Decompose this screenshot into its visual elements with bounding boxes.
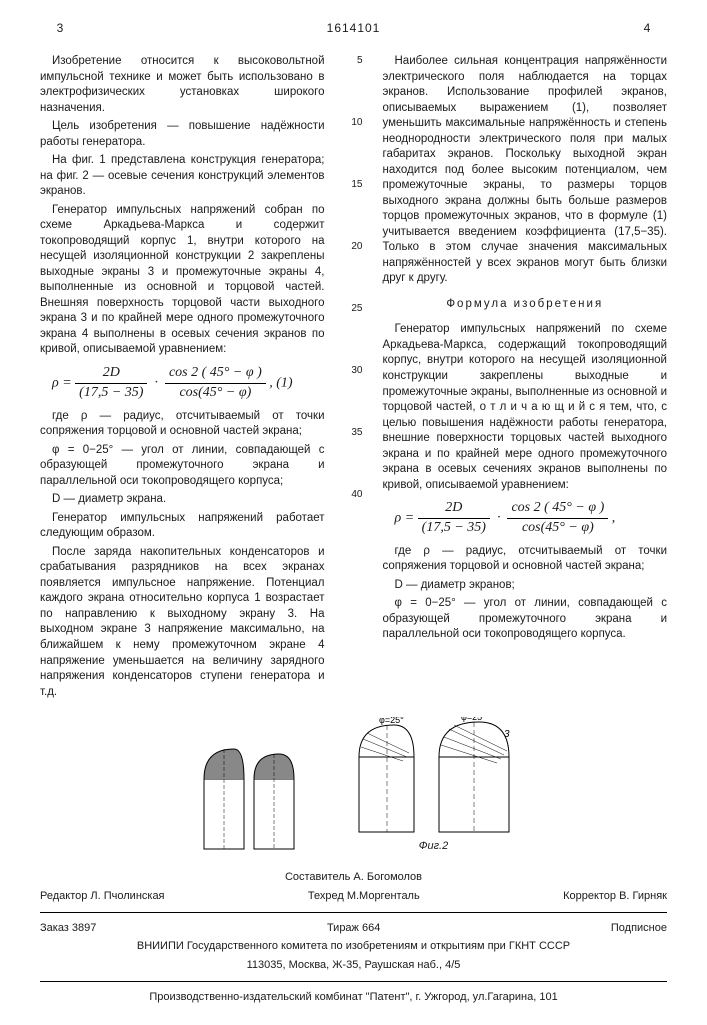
paragraph: На фиг. 1 представлена конструкция генер…	[40, 153, 325, 200]
printer: Производственно-издательский комбинат "П…	[40, 990, 667, 1005]
paragraph: φ = 0−25° — угол от линии, совпадающей с…	[383, 596, 668, 643]
org-name: ВНИИПИ Государственного комитета по изоб…	[40, 939, 667, 954]
page-number-right: 4	[627, 20, 667, 36]
credits-block: Составитель А. Богомолов Редактор Л. Пчо…	[40, 870, 667, 1005]
left-column: Изобретение относится к высоковольтной и…	[40, 54, 325, 703]
figure-2-area: φ=25° φ=25° 3 Фиг.2	[40, 717, 667, 854]
figure-left-shape	[189, 744, 309, 854]
figure-right-shape: φ=25° φ=25° 3 Фиг.2	[349, 717, 519, 854]
right-column: Наиболее сильная концентрация напряжённо…	[383, 54, 668, 703]
formula-1: ρ = 2D (17,5 − 35) · cos 2 ( 45° − φ ) c…	[52, 364, 325, 403]
line-number-gutter: 5 10 15 20 25 30 35 40	[345, 54, 363, 703]
paragraph: Генератор импульсных напряжений работает…	[40, 511, 325, 542]
paragraph: Генератор импульсных напряжений по схеме…	[383, 322, 668, 493]
paragraph: Цель изобретения — повышение надёжности …	[40, 119, 325, 150]
page-number-left: 3	[40, 20, 80, 36]
podpisnoe: Подписное	[611, 921, 667, 936]
paragraph: Генератор импульсных напряжений собран п…	[40, 203, 325, 358]
compiler: Составитель А. Богомолов	[40, 870, 667, 885]
paragraph: Изобретение относится к высоковольтной и…	[40, 54, 325, 116]
divider	[40, 912, 667, 913]
paragraph: D — диаметр экранов;	[383, 578, 668, 594]
org-address: 113035, Москва, Ж-35, Раушская наб., 4/5	[40, 958, 667, 973]
tirazh: Тираж 664	[327, 921, 380, 936]
page-container: 3 1614101 4 Изобретение относится к высо…	[0, 0, 707, 1025]
paragraph: где ρ — радиус, отсчитываемый от точки с…	[383, 544, 668, 575]
paragraph: где ρ — радиус, отсчитываемый от точки с…	[40, 409, 325, 440]
paragraph: После заряда накопительных конденсаторов…	[40, 545, 325, 700]
figure-caption: Фиг.2	[349, 839, 519, 854]
formula-2: ρ = 2D (17,5 − 35) · cos 2 ( 45° − φ ) c…	[395, 499, 668, 538]
divider	[40, 981, 667, 982]
techred: Техред М.Моргенталь	[308, 889, 420, 904]
paragraph: D — диаметр экрана.	[40, 492, 325, 508]
paragraph: φ = 0−25° — угол от линии, совпадающей с…	[40, 443, 325, 490]
svg-text:3: 3	[504, 729, 510, 740]
angle-label-left: φ=25°	[379, 717, 404, 725]
order-number: Заказ 3897	[40, 921, 96, 936]
paragraph: Наиболее сильная концентрация напряжённо…	[383, 54, 668, 287]
patent-number: 1614101	[80, 20, 627, 36]
editor: Редактор Л. Пчолинская	[40, 889, 165, 904]
page-header: 3 1614101 4	[40, 20, 667, 36]
text-columns: Изобретение относится к высоковольтной и…	[40, 54, 667, 703]
corrector: Корректор В. Гирняк	[563, 889, 667, 904]
formula-heading: Формула изобретения	[383, 297, 668, 313]
angle-label-right: φ=25°	[461, 717, 486, 722]
